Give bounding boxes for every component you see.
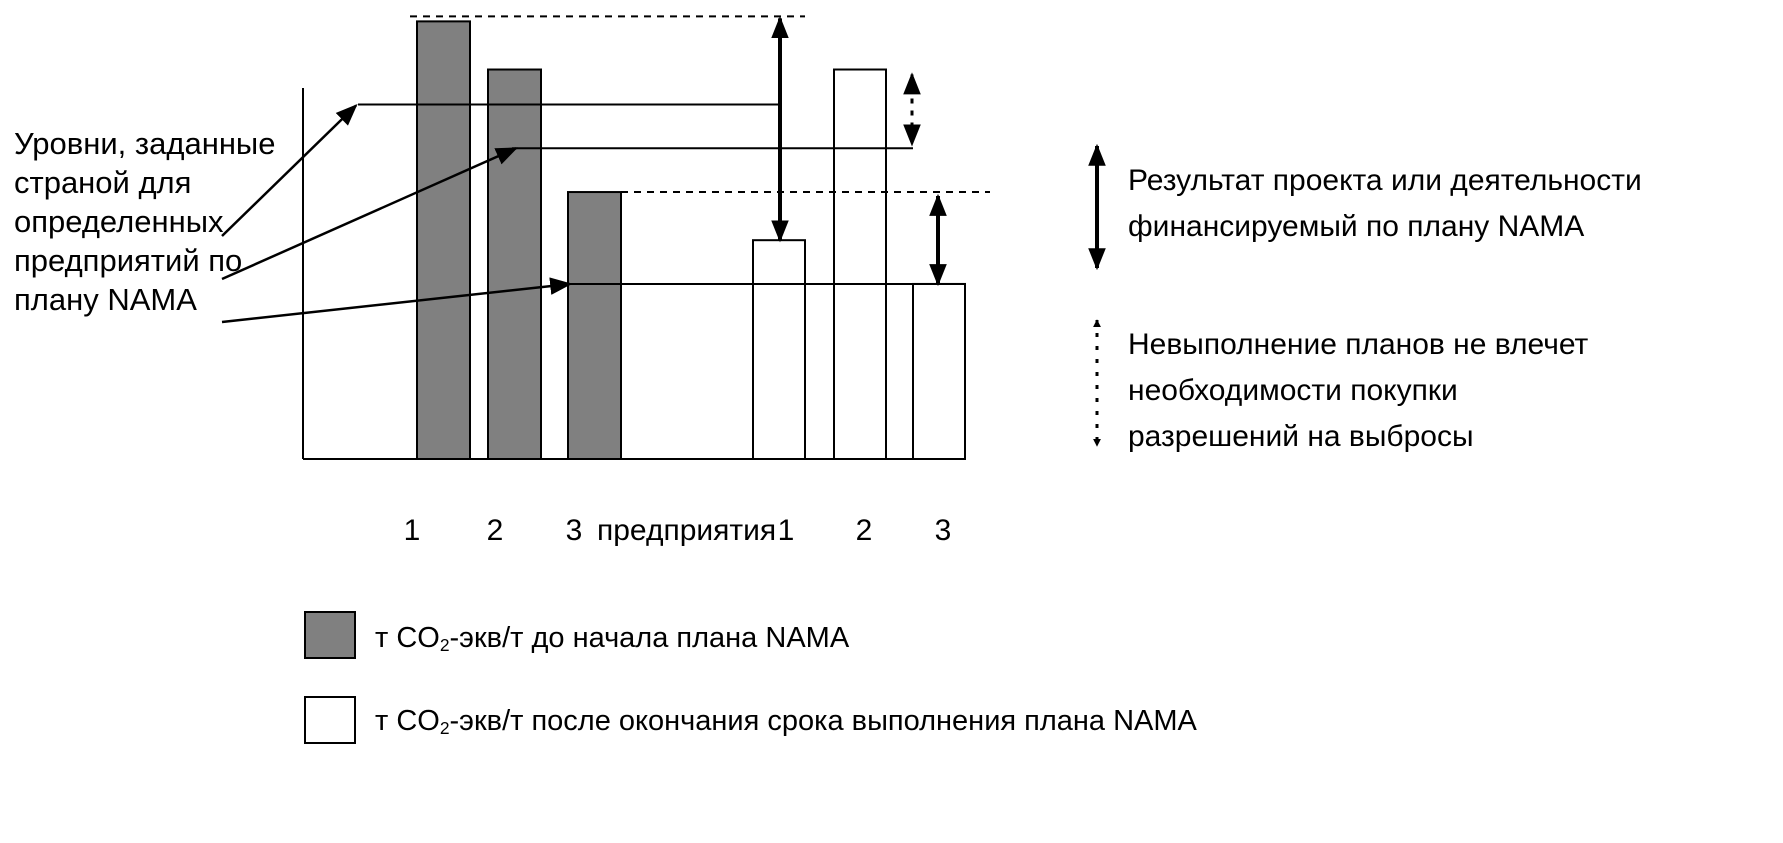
result-arrows: [771, 16, 947, 287]
legend-subscript: 2: [439, 718, 450, 738]
key-line: разрешений на выбросы: [1128, 420, 1474, 453]
legend-suffix: -экв/т до начала плана NAMA: [449, 622, 850, 654]
annotation-line: определенных: [14, 204, 224, 239]
group-separator-label: предприятия: [597, 514, 776, 547]
target-levels: [358, 15, 990, 285]
x-tick-label-after-3: 3: [935, 514, 952, 547]
key-line: необходимости покупки: [1128, 374, 1458, 407]
legend-entry-before: т CO2-экв/т до начала плана NAMA: [375, 620, 849, 663]
bar-after-2: [833, 68, 887, 460]
key-line: Результат проекта или деятельности: [1128, 164, 1642, 197]
x-tick-label-before-3: 3: [566, 514, 583, 547]
bars: [416, 20, 966, 460]
bar-before-2: [487, 68, 542, 460]
solid-arrow-key: Результат проекта или деятельности финан…: [1128, 158, 1642, 250]
annotation-line: Уровни, заданные: [14, 126, 276, 161]
bar-before-1: [416, 20, 471, 460]
pointer-arrow-1: [221, 103, 358, 237]
annotation-line: предприятий по: [14, 243, 243, 278]
dotted-arrow-key: Невыполнение планов не влечет необходимо…: [1128, 322, 1588, 460]
pointer-arrows: [221, 103, 573, 324]
x-tick-label-after-1: 1: [778, 514, 795, 547]
legend-suffix: -экв/т после окончания срока выполнения …: [449, 705, 1197, 737]
annotation-line: плану NAMA: [14, 282, 197, 317]
legend-entry-after: т CO2-экв/т после окончания срока выполн…: [375, 703, 1197, 746]
bar-after-3: [912, 282, 966, 460]
x-tick-label-before-1: 1: [404, 514, 421, 547]
legend-subscript: 2: [439, 635, 450, 655]
x-tick-label-before-2: 2: [487, 514, 504, 547]
legend-swatch-after: [304, 696, 356, 744]
legend-prefix: т CO: [375, 622, 440, 654]
x-tick-label-after-2: 2: [856, 514, 873, 547]
legend-swatch-before: [304, 611, 356, 659]
x-tick-labels: 1 2 3 1 2 3 предприятия: [404, 514, 952, 547]
key-line: Невыполнение планов не влечет: [1128, 328, 1589, 361]
bar-before-3: [567, 191, 622, 460]
pointer-arrow-2: [221, 147, 519, 281]
annotation-line: страной для: [14, 165, 192, 200]
key-line: финансируемый по плану NAMA: [1128, 210, 1585, 243]
pointer-arrow-3: [221, 277, 573, 324]
legend-prefix: т CO: [375, 705, 440, 737]
bar-after-1: [752, 239, 806, 460]
legend-swatches: [304, 611, 356, 744]
annotation-label: Уровни, заданные страной для определенны…: [14, 124, 276, 319]
